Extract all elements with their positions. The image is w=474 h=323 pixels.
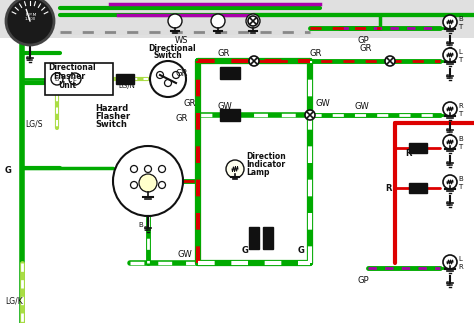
Bar: [0, 0, 474, 38]
Circle shape: [164, 79, 172, 87]
Text: L: L: [458, 256, 462, 262]
Text: B: B: [143, 226, 148, 232]
Circle shape: [443, 135, 457, 149]
Text: B: B: [445, 128, 450, 134]
Bar: [45, 63, 113, 95]
Circle shape: [145, 165, 152, 172]
Text: Flasher: Flasher: [95, 112, 130, 121]
Circle shape: [443, 48, 457, 62]
Text: B: B: [445, 41, 450, 47]
Circle shape: [6, 0, 54, 45]
Circle shape: [156, 71, 164, 78]
Text: Directional: Directional: [148, 44, 196, 53]
Text: Hazard: Hazard: [95, 104, 128, 113]
Circle shape: [211, 14, 225, 28]
Text: Switch: Switch: [95, 120, 127, 129]
Text: R: R: [458, 103, 463, 109]
Text: B: B: [458, 136, 463, 142]
Text: 1,000: 1,000: [25, 17, 36, 21]
Text: GR: GR: [175, 114, 187, 123]
Circle shape: [168, 14, 182, 28]
Circle shape: [385, 56, 395, 66]
Text: GR: GR: [310, 49, 322, 58]
Text: R: R: [458, 264, 463, 270]
Text: Flasher: Flasher: [53, 72, 85, 81]
Text: GR: GR: [360, 44, 373, 53]
Text: G: G: [242, 246, 249, 255]
Text: B: B: [445, 281, 450, 287]
Text: GR: GR: [183, 99, 195, 108]
Bar: [409, 183, 427, 193]
Text: B: B: [25, 56, 30, 62]
Text: G: G: [5, 166, 12, 175]
Text: GW: GW: [218, 102, 233, 111]
Bar: [220, 67, 240, 79]
Text: B: B: [54, 77, 58, 82]
Bar: [0, 38, 474, 323]
Text: GP: GP: [358, 36, 370, 45]
Circle shape: [443, 15, 457, 29]
Circle shape: [443, 175, 457, 189]
Text: R.P.M: R.P.M: [26, 13, 37, 17]
Text: G: G: [298, 246, 305, 255]
Circle shape: [173, 71, 180, 78]
Circle shape: [69, 73, 81, 85]
Text: GR: GR: [218, 49, 230, 58]
Circle shape: [248, 16, 258, 26]
Circle shape: [139, 174, 157, 192]
Text: R: R: [405, 149, 411, 158]
Circle shape: [145, 182, 152, 189]
Text: T: T: [458, 24, 462, 30]
Text: GW: GW: [178, 250, 193, 259]
Text: L: L: [72, 77, 75, 82]
Text: Lamp: Lamp: [246, 168, 270, 177]
Circle shape: [51, 73, 63, 85]
Text: B: B: [445, 201, 450, 207]
Text: T: T: [458, 111, 462, 117]
Bar: [220, 109, 240, 121]
Text: GR: GR: [175, 69, 187, 78]
Circle shape: [246, 14, 260, 28]
Circle shape: [113, 146, 183, 216]
Circle shape: [226, 160, 244, 178]
Text: B: B: [445, 74, 450, 80]
Text: LG/K: LG/K: [5, 296, 23, 305]
Text: T: T: [458, 144, 462, 150]
Bar: [249, 227, 259, 249]
Circle shape: [443, 102, 457, 116]
Circle shape: [249, 56, 259, 66]
Circle shape: [130, 182, 137, 189]
Bar: [409, 143, 427, 153]
Text: B: B: [458, 16, 463, 22]
Circle shape: [158, 165, 165, 172]
Circle shape: [158, 182, 165, 189]
Bar: [116, 74, 134, 84]
Text: B: B: [458, 176, 463, 182]
Text: B: B: [445, 161, 450, 167]
Text: Unit: Unit: [58, 81, 76, 90]
Text: T: T: [458, 57, 462, 63]
Circle shape: [305, 110, 315, 120]
Text: L: L: [458, 49, 462, 55]
Circle shape: [150, 61, 186, 97]
Text: LG/N: LG/N: [118, 83, 135, 89]
Text: Switch: Switch: [153, 51, 182, 60]
Text: R: R: [385, 184, 392, 193]
Text: GW: GW: [316, 99, 331, 108]
Text: B: B: [138, 222, 143, 228]
Text: GW: GW: [355, 102, 370, 111]
Text: Directional: Directional: [48, 63, 96, 72]
Text: LG/S: LG/S: [25, 119, 43, 128]
Text: T: T: [458, 184, 462, 190]
Text: Direction: Direction: [246, 152, 286, 161]
Circle shape: [130, 165, 137, 172]
Text: Indicator: Indicator: [246, 160, 285, 169]
Text: WS: WS: [175, 36, 189, 45]
Text: GP: GP: [358, 276, 370, 285]
Circle shape: [443, 255, 457, 269]
Bar: [263, 227, 273, 249]
